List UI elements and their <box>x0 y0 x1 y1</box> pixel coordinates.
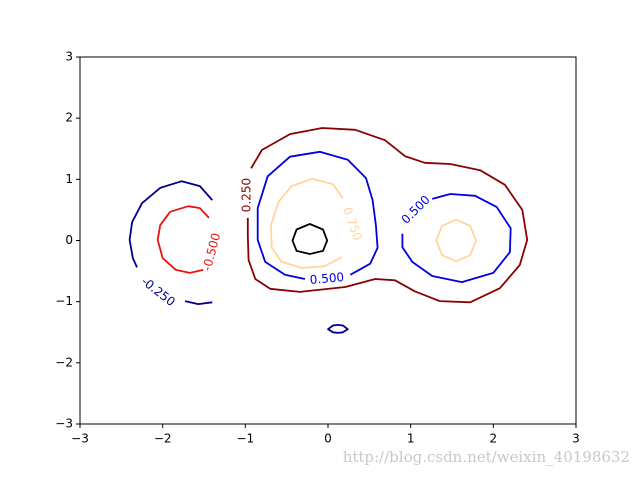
contour-label: 0.250 <box>240 178 254 212</box>
watermark: http://blog.csdn.net/weixin_40198632 <box>343 448 630 466</box>
y-tick-label: −3 <box>55 417 73 431</box>
y-tick-label: −2 <box>55 355 73 369</box>
contour-line <box>246 127 529 304</box>
y-tick-label: 2 <box>65 111 73 125</box>
x-tick-label: 0 <box>324 432 332 446</box>
contour-label: 0.500 <box>309 270 344 287</box>
contour-line <box>184 300 213 305</box>
y-tick-label: −1 <box>55 294 73 308</box>
contour-line <box>128 180 213 268</box>
x-tick-label: 2 <box>490 432 498 446</box>
contour-line <box>156 205 210 274</box>
contour-level <box>291 223 329 255</box>
contour-level: 0.250 <box>240 127 529 304</box>
contour-line <box>401 193 512 283</box>
contour-line <box>256 150 379 280</box>
contour-line <box>327 324 349 334</box>
contour-line <box>291 223 329 255</box>
x-tick-label: 3 <box>572 432 580 446</box>
x-tick-label: 1 <box>407 432 415 446</box>
contour-line <box>270 177 344 269</box>
y-tick-label: 0 <box>65 233 73 247</box>
y-tick-label: 3 <box>65 50 73 64</box>
x-tick-label: −1 <box>236 432 254 446</box>
contour-line <box>435 218 477 263</box>
x-tick-label: −2 <box>154 432 172 446</box>
y-tick-label: 1 <box>65 172 73 186</box>
x-tick-label: −3 <box>71 432 89 446</box>
